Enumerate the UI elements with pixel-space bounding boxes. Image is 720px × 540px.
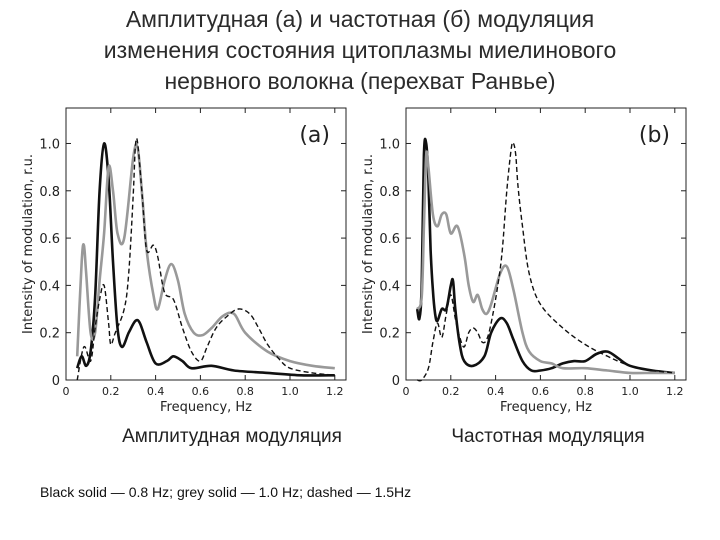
x-tick-label: 0 (63, 385, 70, 398)
caption-frequency-modulation: Частотная модуляция (451, 426, 645, 447)
y-tick-label: 0 (392, 374, 400, 389)
x-tick-label: 1.2 (326, 385, 344, 398)
x-axis-label: Frequency, Hz (160, 400, 252, 415)
x-tick-label: 0.8 (236, 385, 254, 398)
y-axis-label: Intensity of modulation, r.u. (21, 154, 36, 334)
panel-label: (a) (299, 123, 330, 148)
panel-label: (b) (639, 123, 670, 148)
chart-panel-b: 0 0.2 0.4 0.6 0.8 1.0 0 0.2 0.4 0.6 0.8 1.0 1.2 Frequ… (354, 100, 702, 420)
plot-frame (65, 107, 347, 381)
y-tick-label: 0.2 (39, 327, 60, 342)
y-tick-label: 0.6 (379, 232, 400, 247)
plot-frame (405, 107, 687, 381)
chart-a-svg: 0 0.2 0.4 0.6 0.8 1.0 0 0.2 0.4 0.6 0.8 1.0 1.2 Frequ… (21, 107, 347, 415)
y-tick-label: 0.8 (39, 185, 60, 200)
title-line-1: Амплитудная (а) и частотная (б) модуляци… (125, 6, 595, 32)
x-tick-label: 0.4 (487, 385, 505, 398)
slide-title: Амплитудная (а) и частотная (б) модуляци… (40, 4, 680, 97)
dashed-series-line (76, 137, 335, 381)
y-tick-label: 0.2 (379, 327, 400, 342)
x-tick-label: 0.8 (576, 385, 594, 398)
grey-solid-series-line (75, 143, 335, 370)
y-axis-label: Intensity of modulation, r.u. (361, 154, 376, 334)
x-tick-label: 1.0 (281, 385, 299, 398)
chart-panel-a: 0 0.2 0.4 0.6 0.8 1.0 0 0.2 0.4 0.6 0.8 1.0 1.2 Frequ… (14, 100, 362, 420)
x-tick-label: 0.4 (147, 385, 165, 398)
grey-solid-series-line (415, 150, 675, 375)
x-tick-label: 0.6 (532, 385, 550, 398)
x-tick-label: 0.6 (192, 385, 210, 398)
legend-footnote: Black solid — 0.8 Hz; grey solid — 1.0 H… (40, 484, 412, 500)
black-solid-series-line (415, 137, 675, 375)
y-tick-label: 0 (52, 374, 60, 389)
x-tick-label: 1.0 (621, 385, 639, 398)
x-tick-label: 0.2 (102, 385, 120, 398)
black-solid-series-line (75, 142, 335, 377)
chart-b-svg: 0 0.2 0.4 0.6 0.8 1.0 0 0.2 0.4 0.6 0.8 1.0 1.2 Frequ… (361, 107, 687, 415)
y-tick-label: 0.6 (39, 232, 60, 247)
caption-amplitude-modulation: Амплитудная модуляция (122, 426, 342, 447)
y-tick-label: 1.0 (379, 137, 400, 152)
y-tick-label: 1.0 (39, 137, 60, 152)
y-tick-label: 0.4 (379, 279, 400, 294)
x-tick-label: 0 (403, 385, 410, 398)
x-tick-label: 0.2 (442, 385, 460, 398)
x-axis-label: Frequency, Hz (500, 400, 592, 415)
dashed-series-line (417, 141, 675, 382)
x-tick-label: 1.2 (666, 385, 684, 398)
y-tick-label: 0.4 (39, 279, 60, 294)
y-tick-label: 0.8 (379, 185, 400, 200)
title-line-2: изменения состояния цитоплазмы миелиново… (103, 37, 617, 63)
title-line-3: нервного волокна (перехват Ранвье) (164, 68, 556, 94)
